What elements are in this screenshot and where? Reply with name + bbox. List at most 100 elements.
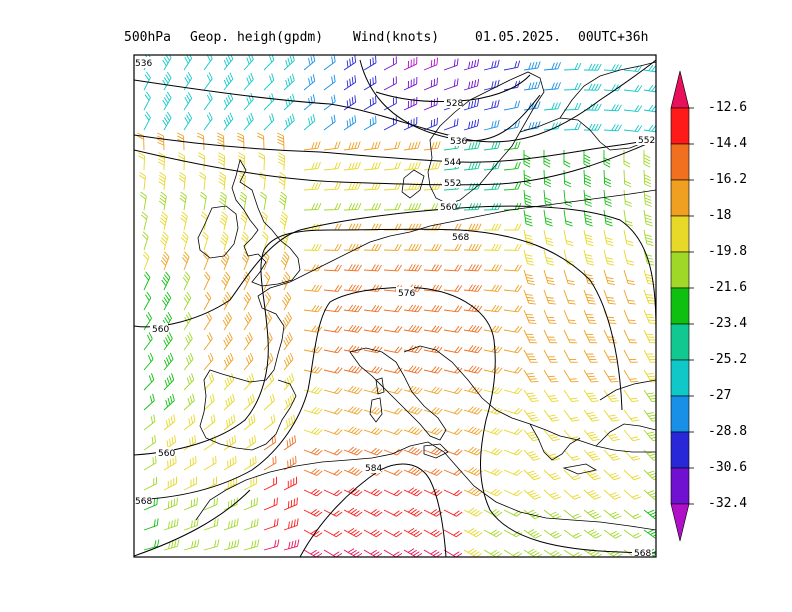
wind-barb [363, 427, 383, 436]
wind-barb [158, 171, 166, 191]
wind-barb [563, 529, 582, 539]
wind-barb [303, 427, 323, 436]
wind-barb [583, 209, 593, 227]
wind-barb [503, 489, 523, 497]
contour-labels: 528 536 544 552 560 568 576 584 536 552 … [134, 57, 656, 557]
wind-barb [483, 447, 503, 456]
wind-barb [203, 92, 213, 111]
wind-barb [277, 132, 285, 151]
colorbar-bin [670, 323, 690, 361]
wind-barb [139, 191, 147, 211]
wind-barb [423, 57, 438, 71]
wind-barb [563, 389, 579, 403]
wind-barb [363, 406, 383, 415]
wind-barb [343, 507, 363, 517]
wind-barb [383, 203, 402, 211]
wind-barb [243, 311, 252, 331]
wind-barb [463, 345, 483, 354]
wind-barb [483, 119, 500, 131]
wind-barb [180, 211, 188, 231]
wind-barb [543, 62, 561, 71]
coastline-sicily [423, 443, 449, 459]
wind-barb [563, 102, 582, 111]
wind-barb [143, 435, 157, 451]
wind-barb [182, 271, 191, 291]
wind-barb [503, 549, 523, 557]
wind-barb [323, 366, 343, 374]
wind-barb [603, 389, 619, 403]
wind-barb [223, 55, 234, 71]
wind-barb [303, 161, 321, 171]
contour-label-568: 568 [452, 233, 469, 243]
wind-barb [343, 182, 362, 191]
wind-barb [143, 111, 151, 131]
wind-barb [623, 329, 638, 344]
wind-barb [303, 488, 323, 497]
wind-barb [583, 229, 594, 247]
wind-barb [423, 243, 442, 251]
wind-barb [363, 447, 383, 456]
title-wind: Wind(knots) [353, 30, 440, 45]
wind-barb [218, 191, 227, 211]
wind-barb [603, 329, 618, 344]
wind-barb [423, 386, 443, 395]
wind-barb [222, 311, 232, 331]
wind-barb [523, 329, 538, 344]
wind-barb [243, 393, 255, 411]
wind-barb [463, 365, 483, 374]
wind-barb [278, 171, 286, 191]
wind-barb [323, 469, 343, 476]
wind-barb [158, 191, 167, 211]
coastline-finland [559, 61, 656, 119]
wind-barb [303, 182, 322, 191]
wind-barb [643, 449, 656, 461]
wind-barb [243, 497, 258, 511]
wind-barb [423, 447, 443, 456]
wind-barb [303, 509, 323, 517]
wind-barb [583, 269, 596, 286]
wind-barb [161, 291, 172, 311]
wind-barb [443, 264, 462, 272]
wind-barb [423, 427, 443, 436]
wind-barb [563, 469, 581, 481]
wind-barb [403, 507, 423, 517]
wind-barb [303, 406, 323, 415]
wind-barb [363, 243, 382, 251]
wind-barb [583, 83, 602, 91]
wind-barb [523, 269, 536, 286]
wind-barb [643, 329, 656, 344]
contour-label-left-568: 568 [135, 497, 152, 507]
colorbar-tick-label: -32.4 [708, 496, 748, 511]
wind-barb [243, 435, 257, 451]
wind-barb [543, 269, 556, 286]
coastline-iberia [199, 369, 297, 451]
wind-barb [143, 332, 153, 351]
wind-barb [463, 426, 483, 436]
wind-barb [343, 487, 363, 497]
wind-barb [503, 387, 523, 395]
wind-barb [323, 448, 343, 456]
wind-barb [223, 112, 234, 131]
wind-barb [443, 549, 463, 557]
wind-barb [503, 428, 523, 436]
wind-barb [283, 352, 294, 371]
wind-barb [203, 455, 217, 471]
wind-barb [503, 60, 521, 71]
wind-barb [343, 426, 363, 436]
wind-barb [363, 549, 383, 557]
wind-barb [623, 149, 631, 168]
wind-barb [323, 141, 341, 151]
coastline-balkans [403, 345, 656, 453]
wind-barb [523, 469, 541, 481]
wind-barb [543, 149, 551, 168]
wind-barb [283, 332, 293, 351]
wind-barb [303, 74, 316, 91]
wind-barb [199, 191, 207, 211]
wind-barb [263, 271, 271, 291]
wind-barb [179, 191, 187, 211]
wind-barb [603, 249, 615, 266]
wind-barb [303, 264, 322, 272]
wind-barb [623, 169, 632, 188]
wind-barb [483, 549, 503, 557]
wind-barb [243, 332, 253, 351]
